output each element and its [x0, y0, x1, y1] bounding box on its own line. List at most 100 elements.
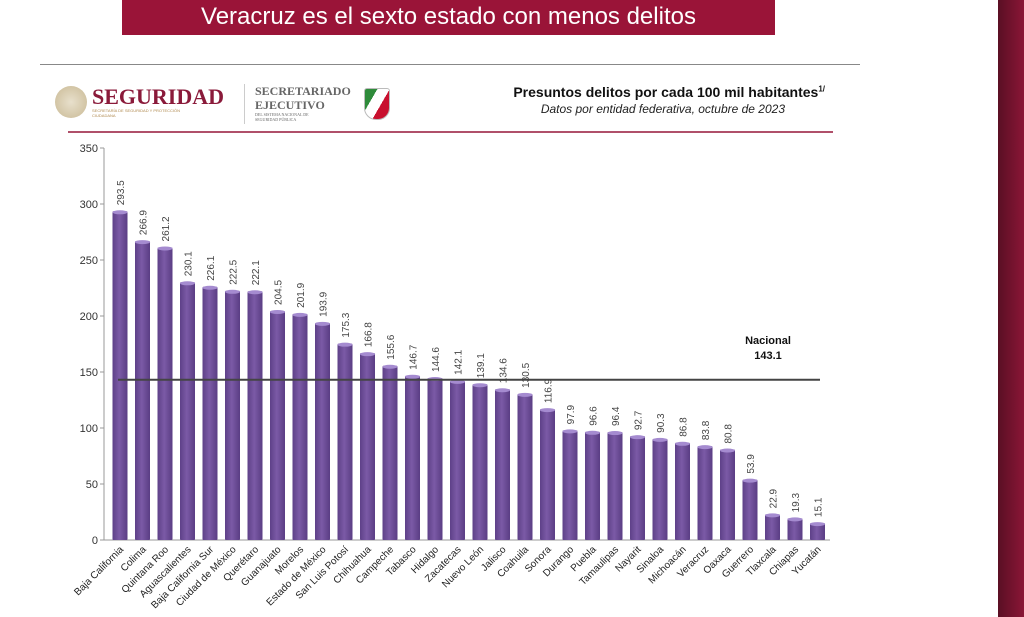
bar	[180, 282, 195, 540]
bar	[225, 290, 240, 540]
y-tick-label: 250	[80, 255, 98, 267]
bar-cap	[585, 430, 600, 435]
side-strip	[998, 0, 1024, 617]
bar-cap	[630, 435, 645, 440]
bar-cap	[360, 352, 375, 357]
bar-cap	[180, 281, 195, 286]
data-label: 175.3	[341, 312, 352, 337]
data-label: 193.9	[319, 291, 330, 316]
data-label: 97.9	[566, 404, 577, 424]
secretariado-line2: EJECUTIVO	[255, 98, 325, 112]
bar	[360, 353, 375, 540]
data-label: 134.6	[499, 358, 510, 383]
bar	[765, 514, 780, 540]
data-label: 230.1	[184, 251, 195, 276]
data-label: 266.9	[139, 210, 150, 235]
y-tick-label: 350	[80, 143, 98, 155]
bar-cap	[495, 388, 510, 393]
bar-cap	[517, 392, 533, 397]
bar-cap	[202, 285, 218, 290]
data-label: 86.8	[679, 417, 690, 437]
data-label: 222.1	[251, 260, 262, 285]
data-label: 222.5	[229, 259, 240, 284]
bar	[810, 523, 825, 540]
data-label: 146.7	[409, 344, 420, 369]
bar-cap	[112, 210, 128, 215]
bar	[270, 310, 285, 540]
y-tick-label: 200	[80, 311, 98, 323]
data-label: 142.1	[454, 349, 465, 374]
logo-secretariado: SECRETARIADO EJECUTIVO DEL SISTEMA NACIO…	[255, 84, 351, 122]
bar	[405, 375, 420, 540]
bar	[135, 241, 150, 540]
bar	[495, 389, 510, 540]
data-label: 293.5	[116, 180, 127, 205]
bar-cap	[157, 246, 173, 251]
data-label: 226.1	[206, 255, 217, 280]
data-label: 116.9	[544, 378, 555, 403]
data-label: 15.1	[814, 497, 825, 517]
chart-title-text: Presuntos delitos por cada 100 mil habit…	[513, 84, 819, 100]
headline-banner: Veracruz es el sexto estado con menos de…	[122, 0, 775, 35]
category-label: Baja California	[72, 544, 126, 598]
y-tick-label: 100	[80, 423, 98, 435]
bar-cap	[697, 445, 713, 450]
data-label: 92.7	[634, 410, 645, 430]
y-tick-label: 0	[92, 535, 98, 547]
header-rule	[68, 131, 833, 133]
data-label: 144.6	[431, 347, 442, 372]
data-label: 96.6	[589, 406, 600, 426]
logo-seguridad: SEGURIDAD	[92, 84, 225, 109]
title-footnote: 1/	[818, 84, 825, 94]
bar	[652, 438, 668, 540]
data-label: 155.6	[386, 334, 397, 359]
data-label: 19.3	[791, 492, 802, 512]
data-label: 96.4	[611, 406, 622, 426]
divider	[40, 64, 860, 65]
bar-cap	[450, 379, 465, 384]
bar	[787, 518, 803, 540]
bar-cap	[405, 374, 420, 379]
data-label: 130.5	[521, 362, 532, 387]
bar	[112, 211, 128, 540]
bar-cap	[270, 309, 285, 314]
bar	[675, 442, 690, 540]
bar	[540, 409, 555, 540]
data-label: 204.5	[274, 279, 285, 304]
bar	[247, 291, 263, 540]
shield-logo-icon	[364, 88, 390, 120]
bar	[382, 365, 398, 540]
y-tick-label: 50	[86, 479, 98, 491]
bar-cap	[382, 364, 398, 369]
bar	[517, 393, 533, 540]
bar	[337, 343, 353, 540]
bar-cap	[562, 429, 578, 434]
bar-cap	[225, 289, 240, 294]
logo-seguridad-sub: SECRETARÍA DE SEGURIDAD Y PROTECCIÓN CIU…	[92, 108, 181, 118]
bar	[742, 479, 758, 540]
bar	[202, 286, 218, 540]
chart-subtitle: Datos por entidad federativa, octubre de…	[540, 102, 785, 116]
bar-cap	[675, 441, 690, 446]
bar-cap	[315, 321, 330, 326]
data-label: 83.8	[701, 420, 712, 440]
data-label: 22.9	[769, 488, 780, 508]
bar	[450, 380, 465, 540]
bar	[607, 432, 623, 540]
bar-cap	[720, 448, 735, 453]
coat-of-arms-icon	[55, 86, 87, 118]
data-label: 53.9	[746, 454, 757, 474]
y-tick-label: 300	[80, 199, 98, 211]
bar-cap	[765, 513, 780, 518]
bar-cap	[810, 522, 825, 527]
bar	[472, 384, 488, 540]
secretariado-line1: SECRETARIADO	[255, 84, 351, 98]
bar	[630, 436, 645, 540]
bar	[585, 431, 600, 540]
bar	[720, 449, 735, 540]
bar-cap	[337, 342, 353, 347]
bar-cap	[247, 290, 263, 295]
bar	[157, 247, 173, 540]
bar-cap	[607, 431, 623, 436]
